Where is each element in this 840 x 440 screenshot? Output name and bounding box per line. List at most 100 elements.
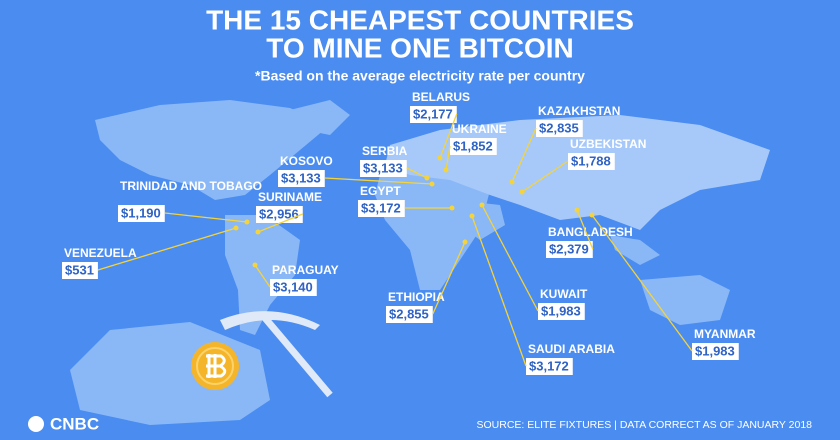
cost-value: $3,172: [361, 200, 401, 215]
country-labels: BELARUS $2,177 KAZAKHSTAN $2,835 UKRAINE $1,8…: [62, 90, 756, 375]
country-dot: [574, 207, 580, 213]
country-name: UZBEKISTAN: [570, 137, 646, 151]
country-name: SERBIA: [362, 144, 408, 158]
country-label: KUWAIT $1,983: [538, 287, 588, 320]
cost-box: [526, 358, 573, 375]
country-label: TRINIDAD AND TOBAGO $1,190: [118, 179, 262, 222]
cost-box: [118, 205, 165, 222]
country-dot: [589, 212, 595, 218]
source: SOURCE: ELITE FIXTURES | DATA CORRECT AS…: [476, 419, 812, 431]
cost-box: [538, 303, 585, 320]
country-name: VENEZUELA: [64, 246, 137, 260]
country-name: MYANMAR: [694, 327, 756, 341]
country-label: SERBIA $3,133: [360, 144, 408, 177]
connector: [406, 167, 428, 179]
country-dot: [429, 181, 435, 187]
country-name: KOSOVO: [280, 154, 333, 168]
cost-box: [450, 138, 497, 155]
country-label: PARAGUAY $3,140: [270, 263, 339, 296]
connector: [97, 227, 237, 271]
connector: [576, 209, 594, 250]
country-name: KAZAKHSTAN: [538, 104, 620, 118]
country-dot: [519, 189, 525, 195]
country-name: KUWAIT: [540, 287, 588, 301]
country-dot: [509, 179, 515, 185]
subtitle: *Based on the average electricity rate p…: [255, 68, 585, 84]
title-line-2: TO MINE ONE BITCOIN: [266, 32, 574, 63]
cost-box: [692, 343, 739, 360]
country-name: SURINAME: [258, 190, 322, 204]
cost-value: $3,133: [281, 170, 321, 185]
cost-value: $1,788: [571, 153, 611, 168]
cost-box: [270, 279, 317, 296]
connector: [432, 241, 466, 315]
country-label: EGYPT $3,172: [358, 184, 405, 217]
country-dot: [479, 202, 485, 208]
connector: [481, 204, 539, 312]
country-dot: [469, 213, 475, 219]
country-dot: [244, 219, 250, 225]
connector: [591, 214, 693, 352]
country-label: ETHIOPIA $2,855: [386, 290, 445, 323]
connector: [445, 145, 451, 171]
cost-box: [360, 160, 407, 177]
country-name: PARAGUAY: [272, 263, 339, 277]
pickaxe-illustration: [70, 311, 333, 425]
cost-value: $1,190: [121, 205, 161, 220]
connector: [257, 213, 304, 233]
logo-icon: [28, 416, 44, 432]
cost-value: $2,177: [413, 106, 453, 121]
cost-value: $2,956: [259, 206, 299, 221]
country-name: EGYPT: [360, 184, 401, 198]
cost-box: [278, 170, 325, 187]
country-label: KOSOVO $3,133: [278, 154, 333, 187]
cost-value: $2,855: [389, 306, 429, 321]
cost-box: [62, 262, 98, 279]
country-name: UKRAINE: [452, 122, 507, 136]
country-name: BANGLADESH: [548, 225, 633, 239]
cost-value: $3,140: [273, 279, 313, 294]
country-label: SAUDI ARABIA $3,172: [526, 342, 615, 375]
country-label: BANGLADESH $2,379: [546, 225, 633, 258]
cost-value: $531: [65, 262, 94, 277]
connector: [164, 212, 248, 223]
country-label: UZBEKISTAN $1,788: [568, 137, 646, 170]
country-dot: [252, 262, 258, 268]
country-name: TRINIDAD AND TOBAGO: [120, 179, 262, 193]
connector: [439, 113, 458, 159]
cost-box: [568, 153, 615, 170]
cost-value: $1,983: [695, 343, 735, 358]
connector: [324, 177, 433, 185]
country-dot: [443, 167, 449, 173]
country-name: SAUDI ARABIA: [528, 342, 615, 356]
logo-text: CNBC: [50, 414, 99, 433]
country-dot: [255, 229, 261, 235]
cost-box: [536, 120, 583, 137]
cost-box: [410, 106, 457, 123]
country-dot: [233, 225, 239, 231]
cost-box: [546, 241, 593, 258]
country-name: BELARUS: [412, 90, 470, 104]
country-label: KAZAKHSTAN $2,835: [536, 104, 620, 137]
connector: [254, 264, 271, 288]
country-label: UKRAINE $1,852: [450, 122, 507, 155]
cost-value: $2,835: [539, 120, 579, 135]
cost-value: $2,379: [549, 241, 589, 256]
country-dot: [449, 205, 455, 211]
cost-box: [386, 306, 433, 323]
cost-value: $3,172: [529, 358, 569, 373]
cost-value: $3,133: [363, 160, 403, 175]
country-dot: [424, 175, 430, 181]
cost-box: [358, 200, 405, 217]
country-dot: [437, 155, 443, 161]
country-label: BELARUS $2,177: [410, 90, 470, 123]
country-dot: [462, 239, 468, 245]
logo: CNBC: [28, 414, 99, 433]
connector: [521, 160, 569, 193]
connector: [511, 127, 537, 183]
title-line-1: THE 15 CHEAPEST COUNTRIES: [206, 4, 634, 35]
cost-value: $1,983: [541, 303, 581, 318]
country-label: VENEZUELA $531: [62, 246, 137, 279]
country-name: ETHIOPIA: [388, 290, 445, 304]
